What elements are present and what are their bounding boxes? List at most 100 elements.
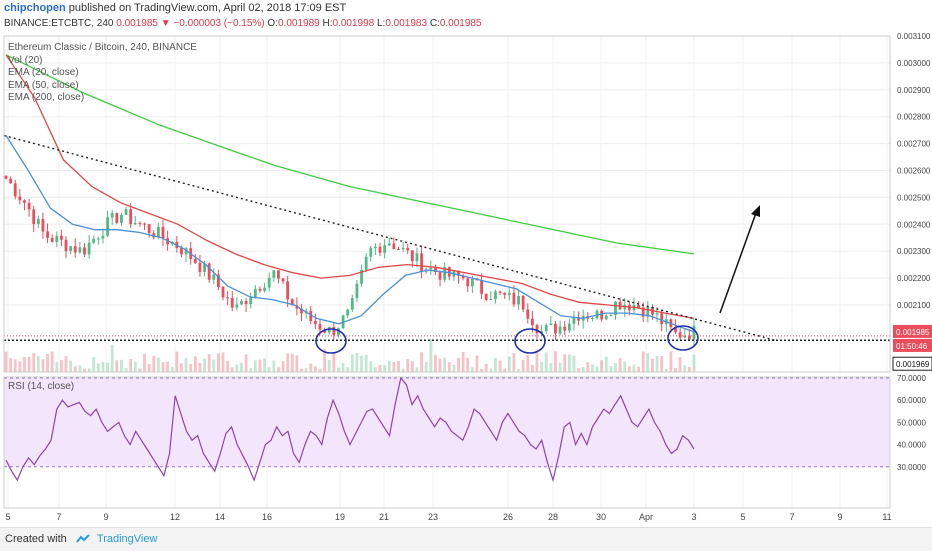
legend-ema20[interactable]: EMA (20, close) bbox=[8, 67, 79, 78]
volume-bar bbox=[470, 367, 474, 372]
y-tick-label: 0.002700 bbox=[897, 140, 931, 149]
support-badge-border bbox=[892, 356, 932, 371]
candle-body bbox=[373, 246, 377, 248]
x-tick-label: Apr bbox=[639, 512, 653, 522]
volume-bar bbox=[60, 359, 63, 372]
author-link[interactable]: chipchopen bbox=[4, 2, 66, 14]
volume-bar bbox=[678, 357, 682, 372]
candle-body bbox=[240, 300, 243, 305]
target-arrow-head bbox=[751, 205, 760, 217]
candle-body bbox=[540, 331, 544, 334]
candle-body bbox=[674, 327, 677, 333]
candle-body bbox=[443, 267, 447, 280]
volume-bar bbox=[383, 365, 387, 372]
annotations bbox=[315, 205, 760, 354]
axes bbox=[3, 35, 891, 509]
volume-bar bbox=[410, 361, 414, 372]
volume-bar bbox=[687, 366, 691, 372]
volume-bar bbox=[664, 368, 668, 372]
legend-ema50[interactable]: EMA (50, close) bbox=[8, 79, 79, 91]
candle-body bbox=[447, 267, 451, 277]
candle-body bbox=[120, 214, 123, 223]
candle-body bbox=[364, 256, 368, 270]
candle-body bbox=[13, 183, 17, 197]
support-price-badge-bg bbox=[893, 357, 932, 371]
candle-body bbox=[604, 315, 608, 320]
y-tick-label: 0.003000 bbox=[897, 59, 931, 68]
volume-bar bbox=[614, 363, 617, 372]
volume-bar bbox=[304, 367, 308, 372]
candle-body bbox=[397, 249, 400, 251]
volume-bar bbox=[78, 365, 82, 372]
volume-bar bbox=[637, 366, 640, 372]
volume-bar bbox=[156, 357, 160, 372]
volume-bar bbox=[489, 368, 493, 372]
volume-bar bbox=[272, 360, 276, 372]
candle-body bbox=[36, 218, 40, 225]
tradingview-brand[interactable]: TradingView bbox=[96, 533, 158, 545]
rsi-tick-label: 30.0000 bbox=[897, 463, 926, 472]
volume-bar bbox=[143, 353, 146, 372]
candle-body bbox=[346, 309, 350, 316]
candle-body bbox=[87, 242, 91, 255]
low-value: 0.001983 bbox=[385, 18, 428, 29]
volume-bar bbox=[73, 366, 77, 372]
candle-body bbox=[655, 313, 659, 315]
volume-bar bbox=[161, 362, 165, 372]
volume-bar bbox=[106, 362, 109, 372]
chart-canvas[interactable]: 0.003100 0.003000 0.002900 0.002800 0.002700… bbox=[0, 31, 932, 527]
candle-body bbox=[609, 315, 613, 317]
open-label: O: bbox=[267, 18, 278, 29]
volume-bar bbox=[18, 361, 22, 372]
candle-body bbox=[420, 253, 423, 272]
candle-body bbox=[466, 278, 470, 287]
price-badges: 0.001985 01:50:46 0.001969 bbox=[892, 324, 932, 371]
candle-body bbox=[143, 223, 146, 225]
ema50-line bbox=[5, 54, 695, 320]
volume-bar bbox=[129, 359, 133, 372]
volume-bar bbox=[295, 355, 299, 372]
candle-body bbox=[4, 175, 8, 179]
candle-body bbox=[55, 235, 59, 242]
volume-bar bbox=[646, 353, 650, 372]
x-tick-label: 26 bbox=[503, 512, 513, 522]
candle-body bbox=[572, 317, 576, 324]
candle-body bbox=[457, 270, 460, 276]
volume-bar bbox=[373, 367, 377, 372]
volume-bar bbox=[41, 359, 45, 372]
x-tick-label: 23 bbox=[428, 512, 438, 522]
volume-bar bbox=[337, 367, 340, 372]
volume-bar bbox=[281, 361, 285, 372]
volume-bar bbox=[184, 357, 188, 372]
candle-body bbox=[253, 288, 257, 298]
highlight-ellipse bbox=[667, 325, 699, 351]
volume-bars bbox=[4, 339, 696, 372]
y-tick-label: 0.002400 bbox=[897, 220, 931, 229]
volume-bar bbox=[207, 354, 211, 372]
close-label: C: bbox=[429, 18, 440, 29]
volume-bar bbox=[4, 351, 8, 372]
candle-body bbox=[249, 297, 253, 305]
high-value: 0.001998 bbox=[332, 18, 375, 29]
volume-bar bbox=[415, 367, 419, 372]
volume-bar bbox=[138, 368, 142, 372]
volume-bar bbox=[651, 358, 654, 372]
candle-body bbox=[92, 238, 96, 243]
highlight-ellipse bbox=[315, 328, 347, 354]
volume-bar bbox=[443, 357, 447, 372]
legend-vol[interactable]: Vol (20) bbox=[8, 54, 43, 66]
volume-bar bbox=[258, 359, 262, 372]
rsi-legend[interactable]: RSI (14, close) bbox=[8, 381, 75, 392]
legend-ema200[interactable]: EMA (200, close) bbox=[8, 92, 85, 103]
candle-body bbox=[217, 274, 220, 288]
volume-bar bbox=[498, 360, 502, 372]
volume-bar bbox=[346, 367, 350, 372]
volume-bar bbox=[355, 352, 359, 372]
volume-bar bbox=[341, 363, 345, 372]
volume-bar bbox=[46, 354, 49, 372]
volume-bar bbox=[586, 362, 590, 372]
candle-body bbox=[410, 250, 414, 262]
x-tick-label: 7 bbox=[56, 512, 61, 522]
candle-body bbox=[133, 223, 137, 225]
volume-bar bbox=[604, 356, 608, 372]
